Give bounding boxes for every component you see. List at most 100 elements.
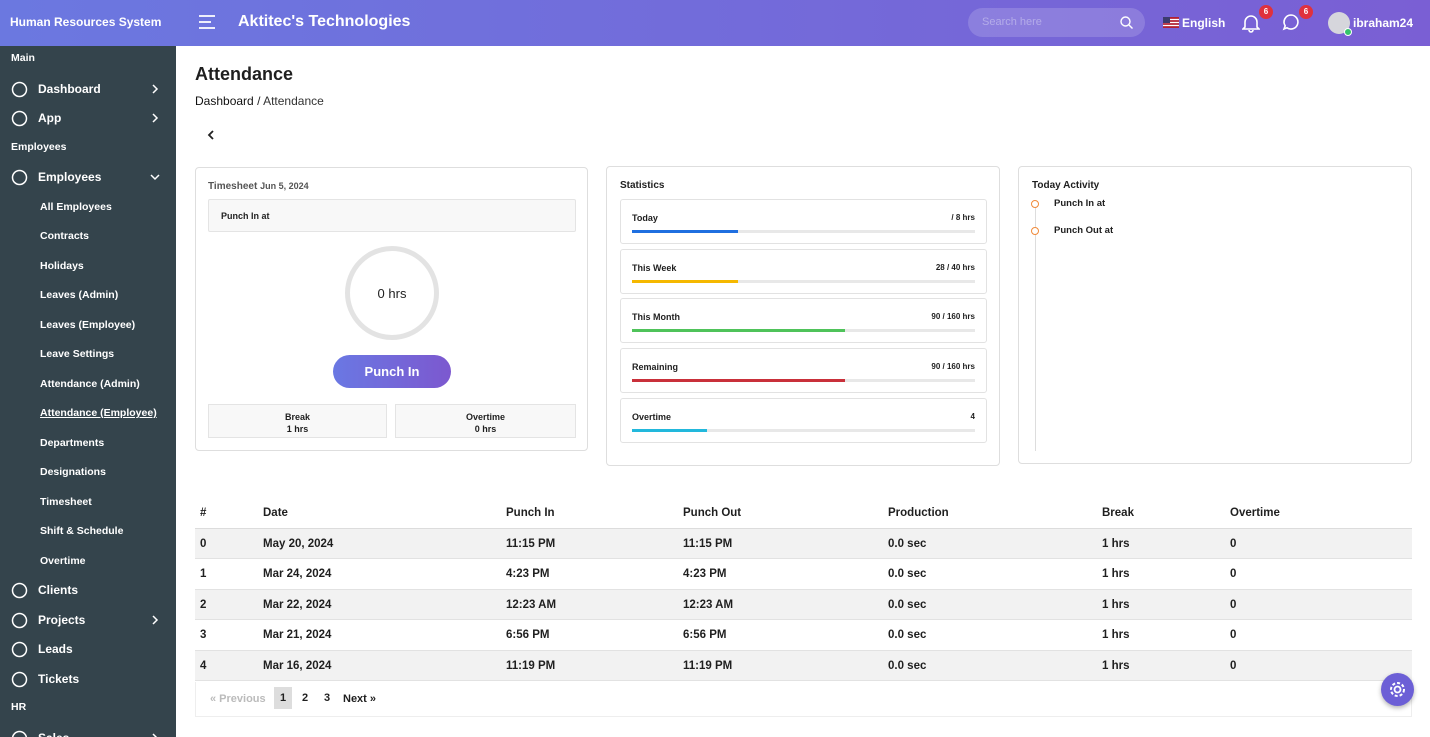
menu-item[interactable]: Sales xyxy=(38,731,69,737)
menu-item[interactable]: App xyxy=(38,111,62,125)
menu-icon xyxy=(11,582,28,599)
stat-box: This Month 90 / 160 hrs xyxy=(620,298,987,344)
chat-icon[interactable] xyxy=(1282,13,1300,31)
breadcrumb-link[interactable]: Dashboard xyxy=(195,94,254,108)
sidebar-section: Employees xyxy=(11,140,67,153)
submenu-item[interactable]: Attendance (Admin) xyxy=(40,377,140,390)
page-link[interactable]: 2 xyxy=(301,692,309,704)
table-row: 2 Mar 22, 2024 12:23 AM 12:23 AM 0.0 sec 1 hr… xyxy=(195,589,1412,621)
table-row: 4 Mar 16, 2024 11:19 PM 11:19 PM 0.0 sec 1 hr… xyxy=(195,650,1412,681)
menu-item[interactable]: Projects xyxy=(38,612,86,627)
break-label: Break xyxy=(284,412,311,422)
overtime-box: Overtime 0 hrs xyxy=(395,404,576,438)
brand[interactable]: Human Resources System xyxy=(10,15,162,29)
progress-track xyxy=(632,379,975,383)
activity-card: Today Activity Punch In at Punch Out at xyxy=(1018,166,1412,464)
progress-bar xyxy=(632,279,739,283)
search-box[interactable]: Search here xyxy=(968,8,1145,37)
table-row: 0 May 20, 2024 11:15 PM 11:15 PM 0.0 sec 1 hr… xyxy=(195,529,1412,560)
table-cell: 0 xyxy=(1230,598,1237,611)
table-cell: 12:23 AM xyxy=(683,598,734,611)
submenu-item[interactable]: Timesheet xyxy=(40,495,92,508)
menu-arrow xyxy=(152,113,159,123)
submenu-item[interactable]: Leave Settings xyxy=(40,348,115,360)
table-cell: 12:23 AM xyxy=(506,598,557,611)
column-header: Break xyxy=(1102,507,1134,519)
table-row: 3 Mar 21, 2024 6:56 PM 6:56 PM 0.0 sec 1 hrs 0 xyxy=(195,620,1412,651)
timesheet-title: Timesheet Jun 5, 2024 xyxy=(208,181,309,192)
submenu-item[interactable]: Leaves (Employee) xyxy=(40,318,136,331)
overtime-label: Overtime xyxy=(465,412,506,422)
table-cell: 0.0 sec xyxy=(888,629,927,642)
settings-button[interactable] xyxy=(1381,673,1414,706)
pagination: « Previous 1 2 3 Next » xyxy=(195,682,1412,717)
table-cell: 4:23 PM xyxy=(683,568,727,581)
menu-item[interactable]: Tickets xyxy=(38,671,80,686)
table-cell: 1 hrs xyxy=(1102,538,1130,550)
stat-value: / 8 hrs xyxy=(951,213,975,222)
submenu-item[interactable]: Contracts xyxy=(40,230,90,242)
column-header: Punch Out xyxy=(683,507,742,519)
table-cell: 6:56 PM xyxy=(683,629,727,642)
submenu-item[interactable]: Overtime xyxy=(40,554,86,567)
submenu-item[interactable]: Leaves (Admin) xyxy=(40,289,119,301)
column-header: # xyxy=(200,507,207,519)
stat-box: This Week 28 / 40 hrs xyxy=(620,248,987,294)
progress-bar xyxy=(632,329,845,333)
table-cell: 0 xyxy=(1230,568,1237,581)
table-cell: Mar 22, 2024 xyxy=(263,598,332,611)
table-cell: 6:56 PM xyxy=(506,629,550,642)
next-link[interactable]: Next » xyxy=(343,693,377,705)
menu-item[interactable]: Leads xyxy=(38,642,73,656)
menu-item[interactable]: Dashboard xyxy=(38,81,101,96)
submenu-item[interactable]: Attendance (Employee) xyxy=(40,407,157,419)
menu-arrow xyxy=(152,732,158,737)
flag-icon xyxy=(1163,17,1179,28)
submenu-item[interactable]: Designations xyxy=(40,466,106,478)
table-cell: Mar 21, 2024 xyxy=(263,629,332,642)
page-link[interactable]: 3 xyxy=(323,692,331,704)
table-cell: Mar 16, 2024 xyxy=(263,659,332,672)
progress-bar xyxy=(632,428,708,432)
submenu-item[interactable]: Holidays xyxy=(40,259,84,272)
progress-track xyxy=(632,428,975,432)
avatar[interactable] xyxy=(1327,11,1353,37)
menu-item[interactable]: Employees xyxy=(38,170,102,184)
menu-icon xyxy=(11,169,28,186)
stat-value: 28 / 40 hrs xyxy=(935,262,975,272)
table-header: # Date Punch In Punch Out Production Break Ove… xyxy=(195,498,1412,529)
progress-track xyxy=(632,329,975,333)
submenu-item[interactable]: Shift & Schedule xyxy=(40,525,124,537)
user-name[interactable]: ibraham24 xyxy=(1353,16,1414,30)
table-cell: 0 xyxy=(1230,629,1237,642)
back-button[interactable] xyxy=(206,129,216,141)
progress-bar xyxy=(632,379,845,383)
menu-item[interactable]: Clients xyxy=(38,583,79,597)
breadcrumb: Dashboard / Attendance xyxy=(195,94,324,108)
punch-button[interactable]: Punch In xyxy=(333,355,451,388)
timesheet-date: Jun 5, 2024 xyxy=(260,181,309,191)
menu-icon xyxy=(11,612,28,628)
submenu-item[interactable]: All Employees xyxy=(40,200,112,213)
menu-toggle[interactable] xyxy=(199,15,215,29)
notification-badge: 6 xyxy=(1259,5,1273,19)
table-cell: Mar 24, 2024 xyxy=(263,568,332,581)
table-cell: 0 xyxy=(200,538,207,550)
stat-label: Today xyxy=(632,213,658,223)
menu-arrow xyxy=(150,174,160,181)
page-link[interactable]: 1 xyxy=(274,687,292,709)
bell-icon[interactable] xyxy=(1242,13,1260,33)
table-cell: 11:19 PM xyxy=(506,659,556,672)
sidebar-section: HR xyxy=(11,701,27,713)
timesheet-card: Timesheet Jun 5, 2024 Punch In at 0 hrs … xyxy=(195,167,588,451)
table-cell: 0 xyxy=(1230,659,1237,672)
sidebar: Main Dashboard App Employees Employees All Em… xyxy=(0,46,176,737)
submenu-item[interactable]: Departments xyxy=(40,436,105,449)
statistics-card: Statistics Today / 8 hrs This Week 28 / 40 … xyxy=(606,166,1000,466)
table-cell: 4 xyxy=(200,659,207,672)
progress-track xyxy=(632,230,975,233)
card-title: Statistics xyxy=(620,180,665,191)
table-cell: 0 xyxy=(1230,538,1237,550)
language[interactable]: English xyxy=(1182,16,1226,30)
table-cell: 11:15 PM xyxy=(506,538,556,550)
